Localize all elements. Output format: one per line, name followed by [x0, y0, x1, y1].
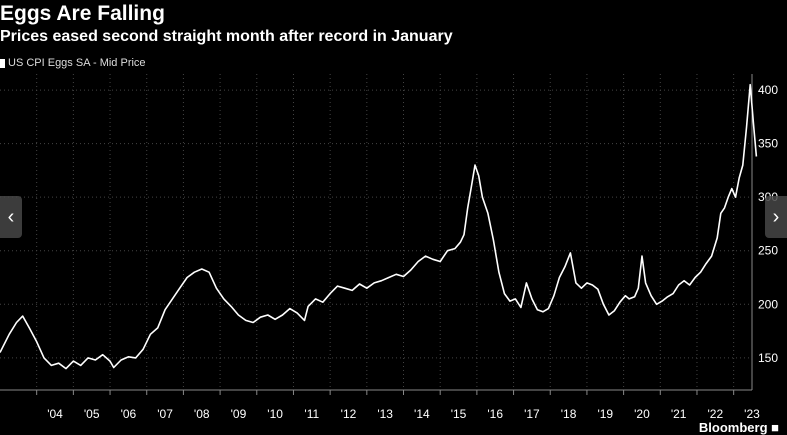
x-tick-label: '06 — [121, 407, 137, 421]
x-tick-label: '18 — [561, 407, 577, 421]
x-tick-label: '15 — [451, 407, 467, 421]
x-tick-label: '12 — [341, 407, 357, 421]
x-tick-label: '11 — [304, 407, 319, 421]
previous-chart-button[interactable]: ‹ — [0, 196, 22, 238]
x-tick-label: '20 — [634, 407, 650, 421]
x-tick-label: '13 — [377, 407, 393, 421]
x-tick-label: '10 — [267, 407, 283, 421]
x-tick-label: '05 — [84, 407, 100, 421]
legend-swatch — [0, 58, 5, 68]
x-tick-label: '04 — [47, 407, 63, 421]
x-tick-label: '08 — [194, 407, 210, 421]
y-tick-label: 150 — [758, 351, 778, 365]
chart-legend: US CPI Eggs SA - Mid Price — [0, 57, 146, 69]
chart-subtitle: Prices eased second straight month after… — [0, 28, 453, 45]
y-tick-label: 400 — [758, 83, 778, 97]
x-tick-label: '23 — [744, 407, 760, 421]
x-tick-label: '14 — [414, 407, 430, 421]
y-tick-label: 350 — [758, 137, 778, 151]
y-tick-label: 250 — [758, 244, 778, 258]
next-chart-button[interactable]: › — [765, 196, 787, 238]
y-tick-label: 200 — [758, 297, 778, 311]
x-tick-label: '07 — [157, 407, 173, 421]
x-tick-label: '19 — [597, 407, 613, 421]
x-tick-label: '17 — [524, 407, 540, 421]
x-tick-label: '21 — [671, 407, 687, 421]
series-line — [0, 83, 758, 370]
chart-title: Eggs Are Falling — [0, 2, 165, 25]
source-label: Bloomberg ■ — [698, 420, 779, 435]
legend-label: US CPI Eggs SA - Mid Price — [8, 57, 146, 69]
x-tick-label: '16 — [487, 407, 503, 421]
x-tick-label: '09 — [231, 407, 247, 421]
x-tick-label: '22 — [707, 407, 723, 421]
